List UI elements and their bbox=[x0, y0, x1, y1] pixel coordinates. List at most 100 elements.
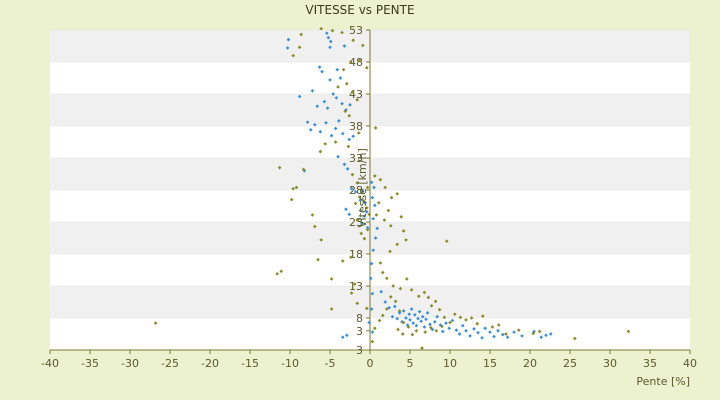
data-point bbox=[480, 336, 484, 340]
y-tick-label: 38 bbox=[349, 120, 363, 133]
data-point bbox=[512, 330, 516, 334]
data-point bbox=[340, 131, 345, 136]
data-point bbox=[398, 286, 403, 291]
data-point bbox=[468, 334, 472, 338]
data-point bbox=[316, 257, 320, 262]
data-point bbox=[393, 299, 398, 304]
data-point bbox=[395, 192, 400, 196]
data-point bbox=[369, 307, 374, 311]
data-point bbox=[483, 326, 488, 331]
x-tick-label: 30 bbox=[603, 357, 617, 370]
data-point bbox=[400, 332, 405, 336]
data-point bbox=[376, 200, 381, 205]
data-point bbox=[409, 307, 414, 311]
data-point bbox=[370, 330, 375, 334]
data-point bbox=[401, 320, 406, 325]
data-point bbox=[312, 122, 317, 127]
data-point bbox=[428, 325, 433, 330]
data-point bbox=[374, 213, 379, 217]
data-point bbox=[318, 149, 323, 154]
data-point bbox=[343, 109, 348, 114]
data-point bbox=[429, 304, 434, 308]
data-point bbox=[349, 186, 354, 191]
data-point bbox=[572, 336, 577, 341]
data-point bbox=[344, 333, 349, 338]
data-point bbox=[401, 309, 406, 313]
data-point bbox=[426, 295, 431, 300]
x-tick-label: -5 bbox=[325, 357, 336, 370]
data-point bbox=[428, 322, 432, 327]
data-point bbox=[504, 332, 508, 336]
data-point bbox=[325, 106, 330, 110]
data-point bbox=[345, 167, 350, 171]
data-point bbox=[372, 174, 377, 178]
data-point bbox=[371, 216, 376, 221]
data-point bbox=[434, 328, 439, 333]
data-point bbox=[372, 185, 376, 190]
data-point bbox=[351, 134, 356, 139]
data-point bbox=[361, 199, 366, 203]
data-point bbox=[318, 129, 323, 134]
data-point bbox=[322, 99, 327, 104]
data-point bbox=[291, 53, 296, 58]
data-point bbox=[397, 311, 402, 315]
data-point bbox=[395, 316, 400, 321]
data-point bbox=[375, 226, 380, 231]
data-point bbox=[488, 330, 492, 334]
x-tick-label: -20 bbox=[201, 357, 219, 370]
data-point bbox=[404, 238, 408, 242]
data-point bbox=[364, 306, 369, 311]
y-tick-label: 3 bbox=[356, 344, 363, 357]
data-point bbox=[365, 225, 370, 230]
data-point bbox=[355, 218, 360, 222]
data-point bbox=[370, 195, 375, 200]
x-tick-label: -30 bbox=[121, 357, 139, 370]
data-point bbox=[342, 162, 347, 167]
y-tick-label: 53 bbox=[349, 24, 363, 37]
data-point bbox=[348, 255, 353, 260]
data-point bbox=[460, 323, 465, 328]
data-point bbox=[350, 90, 355, 94]
data-point bbox=[416, 294, 421, 299]
data-point bbox=[340, 335, 345, 340]
y-tick-label: 13 bbox=[349, 280, 363, 293]
data-point bbox=[548, 332, 553, 336]
data-point bbox=[388, 224, 393, 228]
x-tick-label: 40 bbox=[683, 357, 697, 370]
data-point bbox=[476, 330, 480, 335]
y-axis-label: Vitesse [km/h] bbox=[356, 148, 369, 228]
data-point bbox=[414, 323, 419, 328]
x-tick-label: 35 bbox=[643, 357, 657, 370]
data-point bbox=[291, 186, 296, 191]
data-point bbox=[383, 185, 388, 190]
data-point bbox=[347, 137, 352, 142]
data-point bbox=[358, 208, 363, 213]
data-point bbox=[409, 288, 414, 292]
data-point bbox=[379, 289, 384, 294]
x-tick-label: -25 bbox=[161, 357, 179, 370]
data-point bbox=[384, 307, 389, 311]
data-point bbox=[422, 325, 427, 329]
data-point bbox=[447, 326, 452, 331]
data-point bbox=[275, 272, 280, 276]
data-point bbox=[333, 140, 338, 144]
x-tick-label: -10 bbox=[281, 357, 299, 370]
data-point bbox=[395, 242, 400, 247]
data-point bbox=[333, 126, 338, 131]
data-point bbox=[440, 324, 444, 329]
data-point bbox=[373, 126, 378, 130]
data-point bbox=[329, 307, 334, 311]
data-point bbox=[362, 236, 367, 241]
data-point bbox=[367, 212, 372, 217]
data-point bbox=[371, 248, 376, 252]
data-point bbox=[496, 323, 501, 327]
data-point bbox=[391, 284, 396, 288]
data-point bbox=[336, 154, 340, 159]
data-point bbox=[364, 209, 369, 214]
data-point bbox=[425, 311, 430, 315]
data-point bbox=[516, 328, 521, 332]
data-point bbox=[364, 206, 369, 210]
data-point bbox=[338, 76, 343, 80]
